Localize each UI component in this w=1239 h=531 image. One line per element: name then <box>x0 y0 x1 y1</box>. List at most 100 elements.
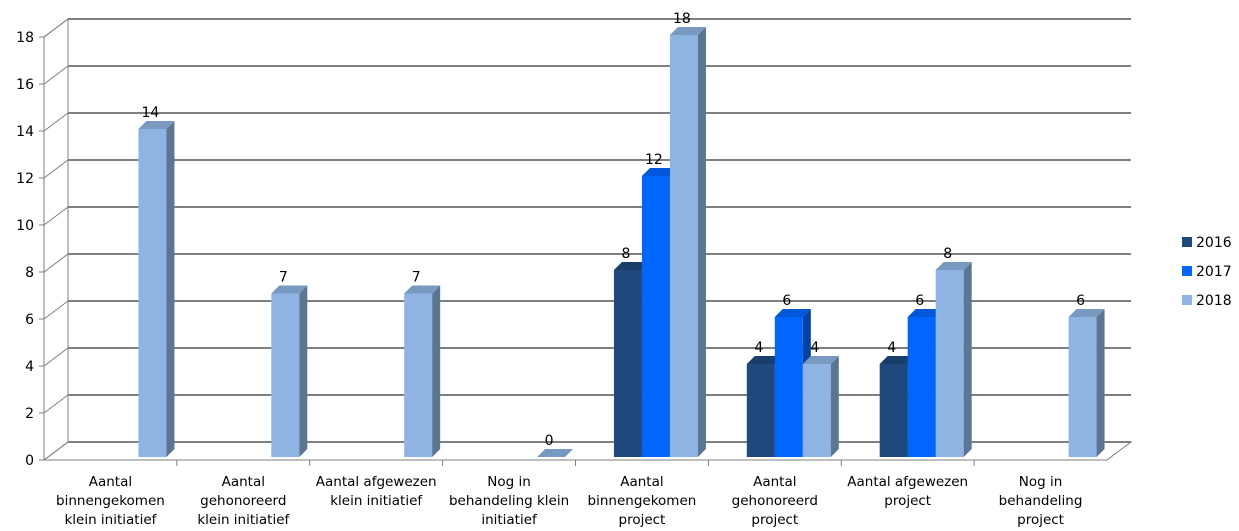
data-label: 12 <box>645 152 663 168</box>
bars <box>138 27 1105 457</box>
x-category-label: Aantal gehonoreerd klein initiatief <box>197 474 290 528</box>
bar-top <box>774 309 811 317</box>
bar-front <box>935 270 964 457</box>
gridline-side <box>43 347 69 367</box>
bar-2016 <box>879 356 916 457</box>
bar-front <box>746 364 775 457</box>
legend-label: 2016 <box>1196 235 1232 251</box>
x-category-label: Nog in behandeling project <box>999 474 1083 528</box>
x-category-label-line: Aantal <box>753 474 796 490</box>
x-category-label-line: initiatief <box>481 512 538 528</box>
bar-side <box>697 27 706 457</box>
x-axis-labels: Aantal binnengekomen klein initiatiefAanta… <box>56 460 1082 528</box>
bar-front <box>271 293 300 457</box>
bar-top <box>907 309 944 317</box>
legend-swatch <box>1182 266 1192 276</box>
x-category-label-line: gehonoreerd <box>200 493 286 509</box>
bar-2018 <box>404 285 441 457</box>
legend: 2016 2017 2018 <box>1182 235 1232 309</box>
x-category-label: Aantal binnengekomen project <box>588 474 697 528</box>
bar-top <box>746 356 783 364</box>
bar-2018 <box>1068 309 1105 457</box>
chart-left-wall <box>43 18 69 461</box>
x-category-label-line: klein initiatief <box>197 512 290 528</box>
y-tick-label: 18 <box>16 30 34 46</box>
legend-item: 2017 <box>1182 264 1232 280</box>
data-label: 6 <box>1076 293 1085 309</box>
x-category-label-line: project <box>1017 512 1064 528</box>
gridline-side <box>43 65 69 85</box>
data-label: 0 <box>545 433 554 449</box>
x-category-label: Aantal binnengekomen klein initiatief <box>56 474 165 528</box>
legend-item: 2018 <box>1182 293 1232 309</box>
bar-top <box>641 168 678 176</box>
x-category-label-line: klein initiatief <box>64 512 157 528</box>
x-category-label: Aantal afgewezen project <box>847 474 968 509</box>
bar-2018 <box>271 285 308 457</box>
gridline-side <box>43 441 69 461</box>
y-tick-label: 12 <box>16 171 34 187</box>
x-category-label-line: project <box>751 512 798 528</box>
x-category-label-line: project <box>619 512 666 528</box>
y-axis-ticks: 0 2 4 6 8 10 12 14 16 18 <box>16 30 45 469</box>
gridline-side <box>43 394 69 414</box>
x-category-label-line: Aantal <box>222 474 265 490</box>
x-category-label-line: Aantal afgewezen <box>847 474 968 490</box>
bar-side <box>830 356 839 457</box>
x-category-label-line: project <box>884 493 931 509</box>
legend-swatch <box>1182 237 1192 247</box>
bar-2018 <box>537 449 574 457</box>
bar-top <box>537 449 574 457</box>
data-label: 6 <box>915 293 924 309</box>
bar-front <box>138 129 167 457</box>
bar-top <box>1068 309 1105 317</box>
x-category-label-line: Aantal <box>89 474 132 490</box>
y-tick-label: 14 <box>16 124 34 140</box>
data-label: 4 <box>754 340 763 356</box>
bar-front <box>613 270 642 457</box>
gridline-side <box>43 300 69 320</box>
x-category-label-line: Aantal <box>620 474 663 490</box>
y-tick-label: 0 <box>25 453 34 469</box>
data-label: 6 <box>782 293 791 309</box>
y-tick-label: 4 <box>25 359 34 375</box>
bar-top <box>613 262 650 270</box>
x-category-label: Aantal afgewezen klein initiatief <box>316 474 437 509</box>
bar-front <box>404 293 433 457</box>
bar-front <box>1068 317 1097 457</box>
bar-front <box>879 364 908 457</box>
data-label: 7 <box>279 270 288 286</box>
bar-front <box>774 317 803 457</box>
bar-top <box>271 285 308 294</box>
legend-label: 2017 <box>1196 264 1232 280</box>
bar-side <box>963 262 972 457</box>
y-tick-label: 8 <box>25 265 34 281</box>
bar-top <box>404 285 441 294</box>
bar-top <box>935 262 972 270</box>
x-category-label-line: binnengekomen <box>56 493 165 509</box>
data-label: 18 <box>673 11 691 27</box>
y-tick-label: 2 <box>25 406 34 422</box>
y-tick-label: 16 <box>16 77 34 93</box>
bar-front <box>907 317 936 457</box>
gridline-side <box>43 253 69 273</box>
gridline-side <box>43 18 69 38</box>
data-label: 7 <box>412 270 421 286</box>
gridline-side <box>43 159 69 179</box>
gridline-side <box>43 112 69 132</box>
y-tick-label: 10 <box>16 218 34 234</box>
bar-2018 <box>802 356 839 457</box>
x-category-label-line: Aantal afgewezen <box>316 474 437 490</box>
bar-front <box>641 176 670 457</box>
bar-side <box>1096 309 1105 457</box>
x-category-label-line: klein initiatief <box>330 493 423 509</box>
data-label: 4 <box>887 340 896 356</box>
legend-swatch <box>1182 295 1192 305</box>
data-label: 8 <box>621 246 630 262</box>
x-category-label-line: Nog in <box>487 474 531 490</box>
bar-2018 <box>935 262 972 457</box>
gridline-side <box>43 206 69 226</box>
x-category-label-line: behandeling <box>999 493 1083 509</box>
bar-top <box>879 356 916 364</box>
